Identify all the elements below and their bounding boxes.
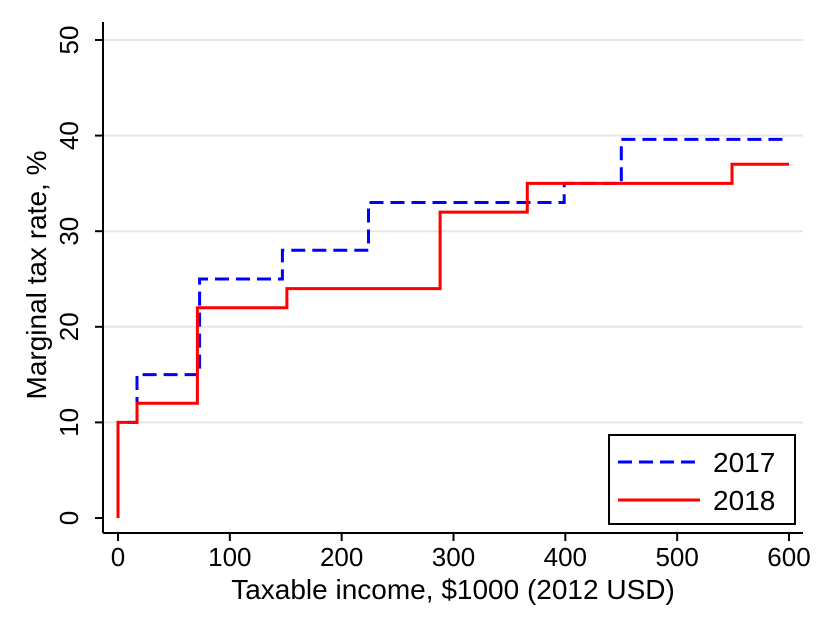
y-axis-ticks: 0 10 20 30 40 50 xyxy=(54,26,103,525)
y-tick-label-50: 50 xyxy=(54,26,84,55)
y-tick-label-20: 20 xyxy=(54,312,84,341)
legend: 2017 2018 xyxy=(608,434,796,525)
y-tick-label-10: 10 xyxy=(54,408,84,437)
y-tick-label-40: 40 xyxy=(54,121,84,150)
gridlines xyxy=(103,39,803,424)
x-tick-label-200: 200 xyxy=(320,542,363,572)
x-axis-ticks: 0 100 200 300 400 500 600 xyxy=(111,533,811,572)
x-tick-label-0: 0 xyxy=(111,542,125,572)
x-tick-label-600: 600 xyxy=(767,542,810,572)
x-tick-label-100: 100 xyxy=(208,542,251,572)
y-tick-label-0: 0 xyxy=(54,511,84,525)
legend-label-2018: 2018 xyxy=(713,485,775,516)
x-tick-label-300: 300 xyxy=(432,542,475,572)
legend-box xyxy=(608,434,796,525)
y-axis-title: Marginal tax rate, % xyxy=(21,151,52,400)
x-axis-title: Taxable income, $1000 (2012 USD) xyxy=(231,574,675,605)
series-line-2018 xyxy=(116,162,789,518)
series-lines xyxy=(116,137,789,518)
x-tick-label-400: 400 xyxy=(544,542,587,572)
legend-label-2017: 2017 xyxy=(713,447,775,478)
y-tick-label-30: 30 xyxy=(54,217,84,246)
x-tick-label-500: 500 xyxy=(655,542,698,572)
